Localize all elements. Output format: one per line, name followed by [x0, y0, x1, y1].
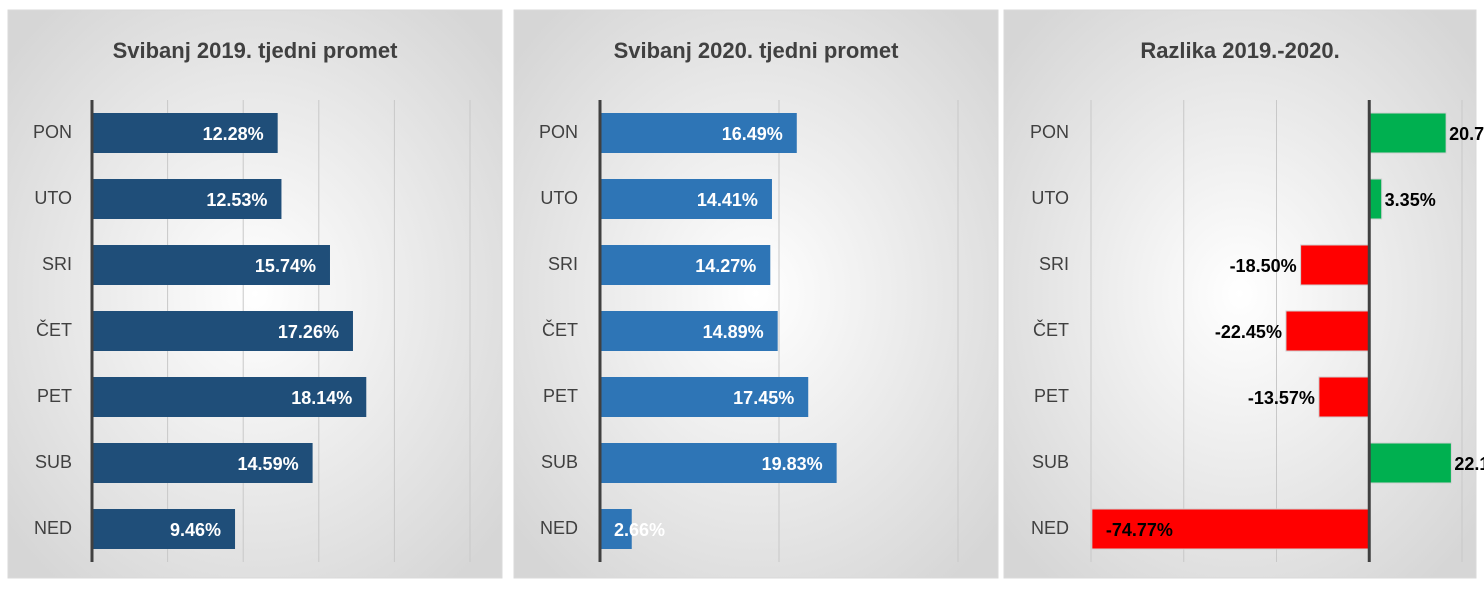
- y-tick-label: SRI: [42, 254, 72, 274]
- y-tick-label: SUB: [1032, 452, 1069, 472]
- data-label: -18.50%: [1230, 256, 1297, 276]
- bar: [1091, 508, 1370, 550]
- y-tick-label: UTO: [34, 188, 72, 208]
- y-tick-label: UTO: [540, 188, 578, 208]
- bar: [1368, 112, 1447, 154]
- y-tick-label: ČET: [1033, 319, 1069, 340]
- bar: [600, 311, 778, 351]
- bar: [92, 509, 236, 549]
- data-label: 14.41%: [697, 190, 758, 210]
- bar: [1318, 376, 1370, 418]
- data-label: -74.77%: [1106, 520, 1173, 540]
- bar: [600, 377, 809, 417]
- data-label: 14.27%: [695, 256, 756, 276]
- data-label: 16.49%: [722, 124, 783, 144]
- data-label: -22.45%: [1215, 322, 1282, 342]
- chart-title: Razlika 2019.-2020.: [1140, 38, 1339, 63]
- bar: [600, 443, 837, 483]
- y-tick-label: SRI: [1039, 254, 1069, 274]
- y-tick-label: ČET: [36, 319, 72, 340]
- data-label: 20.72%: [1449, 124, 1484, 144]
- y-tick-label: SRI: [548, 254, 578, 274]
- y-tick-label: NED: [540, 518, 578, 538]
- data-label: 22.14%: [1454, 454, 1484, 474]
- bar: [92, 179, 282, 219]
- bar: [92, 377, 367, 417]
- y-tick-label: PET: [37, 386, 72, 406]
- y-tick-label: SUB: [35, 452, 72, 472]
- y-tick-label: UTO: [1031, 188, 1069, 208]
- y-tick-label: PON: [539, 122, 578, 142]
- bar: [1300, 244, 1370, 286]
- data-label: 17.26%: [278, 322, 339, 342]
- data-label: -13.57%: [1248, 388, 1315, 408]
- data-label: 3.35%: [1385, 190, 1436, 210]
- data-label: 19.83%: [762, 454, 823, 474]
- bar: [600, 245, 771, 285]
- y-tick-label: PON: [1030, 122, 1069, 142]
- bar: [1368, 442, 1452, 484]
- panel: [1003, 9, 1477, 579]
- bar: [92, 443, 313, 483]
- y-tick-label: PET: [543, 386, 578, 406]
- bar: [1285, 310, 1370, 352]
- data-label: 17.45%: [733, 388, 794, 408]
- chart-title: Svibanj 2020. tjedni promet: [614, 38, 900, 63]
- data-label: 12.28%: [203, 124, 264, 144]
- bar: [600, 113, 797, 153]
- data-label: 18.14%: [291, 388, 352, 408]
- y-tick-label: SUB: [541, 452, 578, 472]
- y-tick-label: PON: [33, 122, 72, 142]
- chart-title: Svibanj 2019. tjedni promet: [113, 38, 399, 63]
- data-label: 12.53%: [206, 190, 267, 210]
- bar: [92, 245, 330, 285]
- data-label: 2.66%: [614, 520, 665, 540]
- data-label: 14.89%: [703, 322, 764, 342]
- y-tick-label: NED: [1031, 518, 1069, 538]
- bar: [92, 113, 278, 153]
- bar: [1368, 178, 1383, 220]
- y-tick-label: NED: [34, 518, 72, 538]
- y-tick-label: ČET: [542, 319, 578, 340]
- bar: [600, 179, 772, 219]
- data-label: 15.74%: [255, 256, 316, 276]
- data-label: 14.59%: [238, 454, 299, 474]
- bar: [92, 311, 353, 351]
- panel: [7, 9, 503, 579]
- panel: [513, 9, 999, 579]
- bar: [600, 509, 632, 549]
- data-label: 9.46%: [170, 520, 221, 540]
- y-tick-label: PET: [1034, 386, 1069, 406]
